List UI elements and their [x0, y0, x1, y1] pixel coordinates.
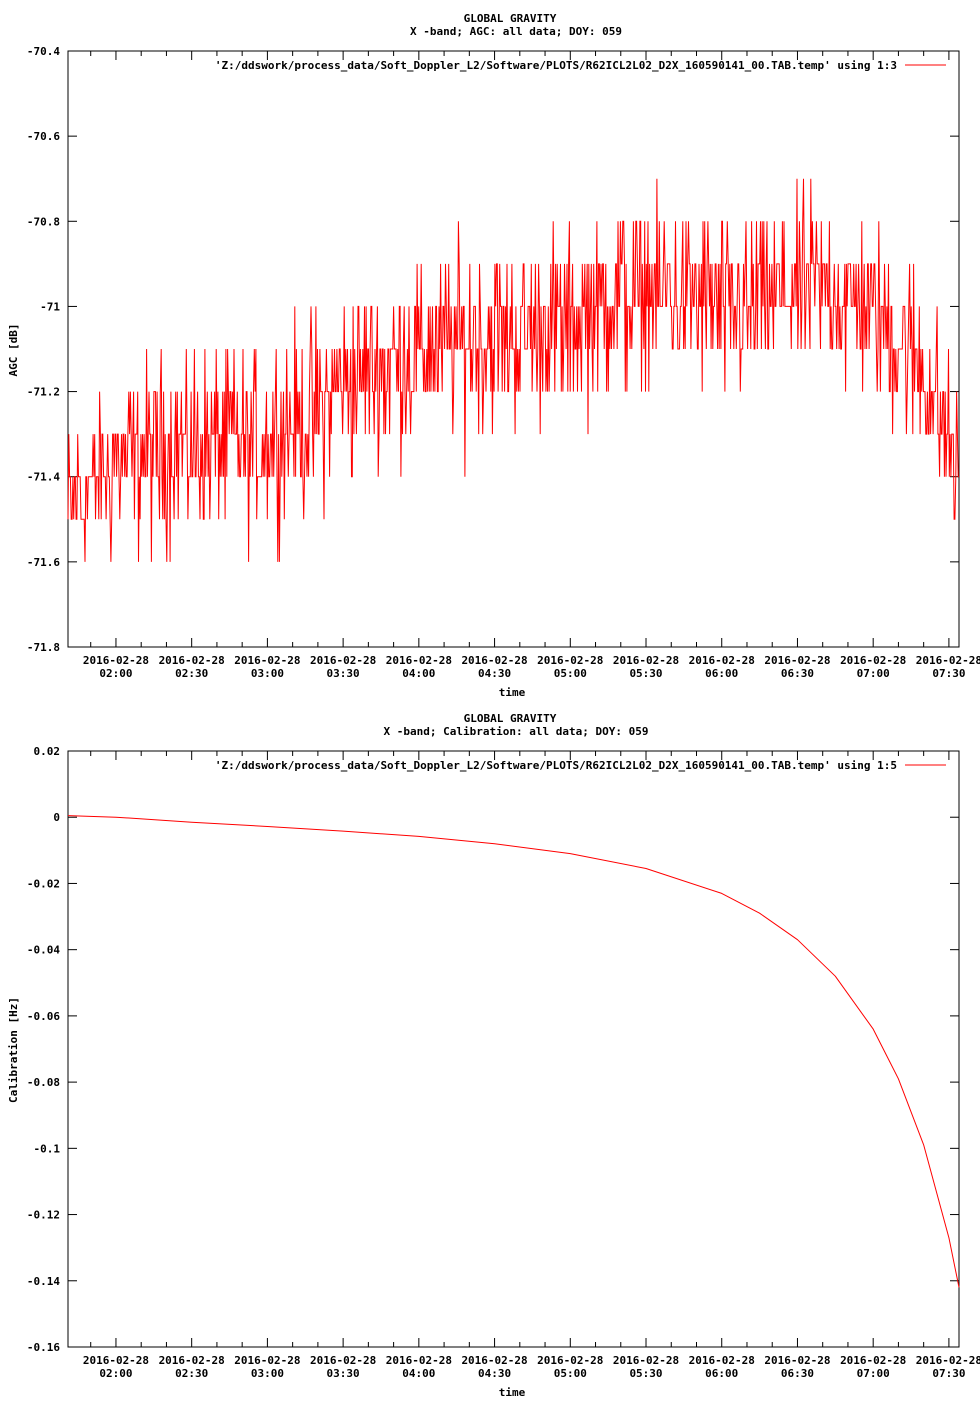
x-tick-label-date: 2016-02-28 — [234, 654, 300, 667]
y-tick-label: -70.8 — [27, 215, 60, 228]
chart-subtitle: X -band; AGC: all data; DOY: 059 — [410, 25, 622, 38]
x-tick-label-time: 02:30 — [175, 667, 208, 680]
x-tick-label-time: 04:00 — [402, 1367, 435, 1380]
x-tick-label-date: 2016-02-28 — [461, 1354, 527, 1367]
x-tick-label-date: 2016-02-28 — [689, 1354, 755, 1367]
x-tick-label-time: 03:30 — [327, 667, 360, 680]
x-tick-label-date: 2016-02-28 — [537, 654, 603, 667]
x-tick-label-time: 07:30 — [932, 1367, 965, 1380]
y-tick-label: -0.1 — [34, 1142, 61, 1155]
x-tick-label-time: 04:00 — [402, 667, 435, 680]
x-tick-label-time: 05:30 — [629, 1367, 662, 1380]
x-tick-label-time: 06:00 — [705, 1367, 738, 1380]
x-tick-label-date: 2016-02-28 — [613, 1354, 679, 1367]
plot-frame — [67, 750, 960, 1348]
x-tick-label-date: 2016-02-28 — [159, 1354, 225, 1367]
x-tick-label-time: 05:00 — [554, 1367, 587, 1380]
y-tick-label: 0.02 — [34, 745, 61, 758]
x-tick-label-date: 2016-02-28 — [613, 654, 679, 667]
x-tick-label-time: 07:00 — [857, 1367, 890, 1380]
x-axis-label: time — [499, 686, 526, 699]
x-tick-label-time: 03:00 — [251, 667, 284, 680]
legend-label: 'Z:/ddswork/process_data/Soft_Doppler_L2… — [215, 59, 897, 72]
x-tick-label-date: 2016-02-28 — [386, 1354, 452, 1367]
x-tick-label-date: 2016-02-28 — [840, 1354, 906, 1367]
y-tick-label: -71.2 — [27, 386, 60, 399]
y-tick-label: -0.02 — [27, 877, 60, 890]
x-tick-label-time: 05:30 — [629, 667, 662, 680]
x-tick-label-time: 02:00 — [99, 1367, 132, 1380]
x-tick-label-time: 03:30 — [327, 1367, 360, 1380]
y-tick-label: -0.06 — [27, 1010, 60, 1023]
x-tick-label-time: 07:00 — [857, 667, 890, 680]
y-tick-label: -70.6 — [27, 130, 60, 143]
x-tick-label-date: 2016-02-28 — [159, 654, 225, 667]
x-tick-label-date: 2016-02-28 — [689, 654, 755, 667]
y-tick-label: -0.14 — [27, 1275, 60, 1288]
x-tick-label-date: 2016-02-28 — [916, 1354, 980, 1367]
x-tick-label-date: 2016-02-28 — [234, 1354, 300, 1367]
legend-label: 'Z:/ddswork/process_data/Soft_Doppler_L2… — [215, 759, 897, 772]
calibration-series-line — [67, 815, 960, 1288]
x-tick-label-date: 2016-02-28 — [310, 1354, 376, 1367]
y-tick-label: -71.6 — [27, 556, 60, 569]
x-tick-label-time: 04:30 — [478, 1367, 511, 1380]
x-tick-label-date: 2016-02-28 — [310, 654, 376, 667]
x-tick-label-time: 02:00 — [99, 667, 132, 680]
x-tick-label-time: 02:30 — [175, 1367, 208, 1380]
agc-chart: GLOBAL GRAVITY X -band; AGC: all data; D… — [7, 12, 980, 699]
y-tick-label: -71.4 — [27, 471, 60, 484]
x-tick-label-date: 2016-02-28 — [840, 654, 906, 667]
x-tick-label-date: 2016-02-28 — [386, 654, 452, 667]
y-tick-label: -70.4 — [27, 45, 60, 58]
chart-title: GLOBAL GRAVITY — [464, 712, 557, 725]
y-axis-label: AGC [dB] — [7, 324, 20, 377]
agc-series-line — [67, 178, 959, 562]
x-tick-label-time: 06:30 — [781, 1367, 814, 1380]
x-tick-label-date: 2016-02-28 — [764, 1354, 830, 1367]
x-tick-label-time: 04:30 — [478, 667, 511, 680]
x-tick-label-date: 2016-02-28 — [83, 1354, 149, 1367]
x-tick-label-date: 2016-02-28 — [764, 654, 830, 667]
y-tick-label: 0 — [53, 811, 60, 824]
x-axis-label: time — [499, 1386, 526, 1399]
y-axis-label: Calibration [Hz] — [7, 997, 20, 1103]
x-tick-label-time: 03:00 — [251, 1367, 284, 1380]
x-tick-label-date: 2016-02-28 — [916, 654, 980, 667]
y-tick-label: -71 — [40, 300, 60, 313]
y-tick-label: -0.16 — [27, 1341, 60, 1354]
y-tick-label: -0.12 — [27, 1209, 60, 1222]
x-tick-label-time: 05:00 — [554, 667, 587, 680]
calibration-chart: GLOBAL GRAVITY X -band; Calibration: all… — [7, 712, 980, 1399]
x-tick-label-time: 07:30 — [932, 667, 965, 680]
plot-frame — [67, 50, 960, 648]
x-tick-label-date: 2016-02-28 — [537, 1354, 603, 1367]
x-tick-label-date: 2016-02-28 — [83, 654, 149, 667]
chart-subtitle: X -band; Calibration: all data; DOY: 059 — [384, 725, 649, 738]
chart-title: GLOBAL GRAVITY — [464, 12, 557, 25]
y-tick-label: -0.08 — [27, 1076, 60, 1089]
x-tick-label-date: 2016-02-28 — [461, 654, 527, 667]
x-tick-label-time: 06:00 — [705, 667, 738, 680]
y-tick-label: -0.04 — [27, 944, 60, 957]
x-tick-label-time: 06:30 — [781, 667, 814, 680]
y-tick-label: -71.8 — [27, 641, 60, 654]
